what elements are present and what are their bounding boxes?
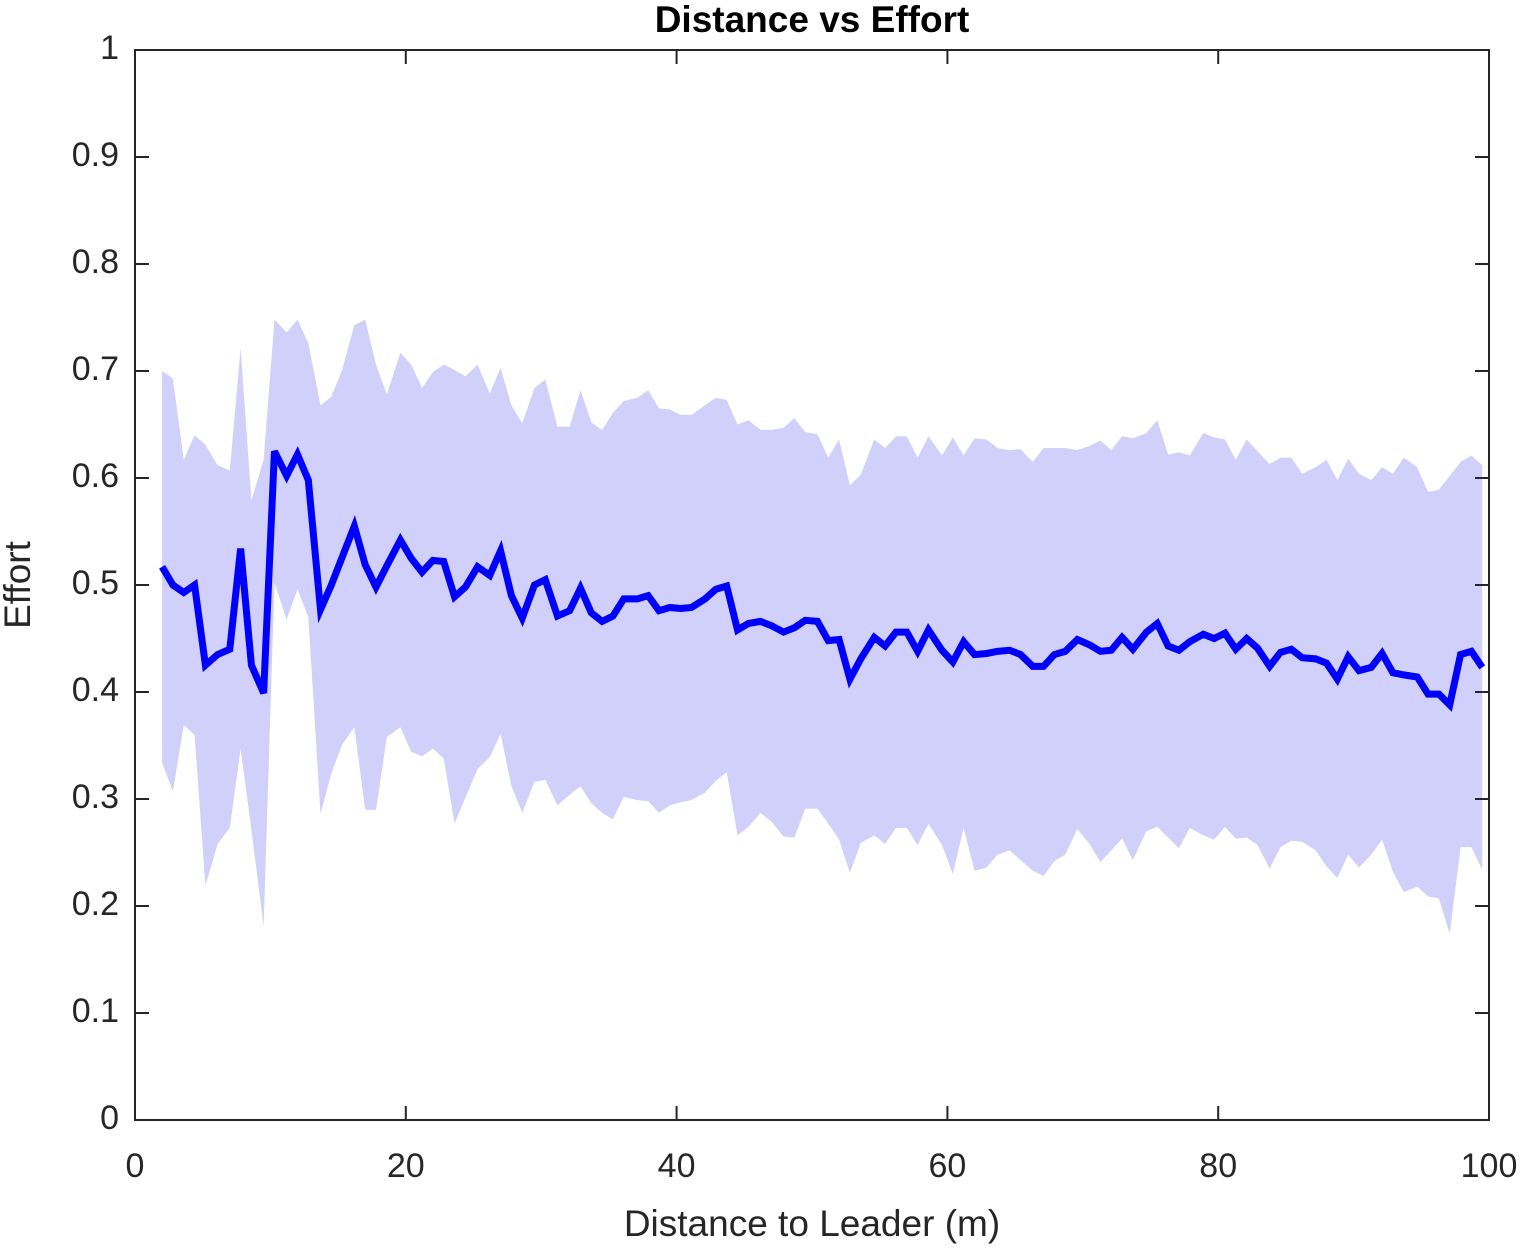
- y-tick-label: 1: [100, 29, 119, 67]
- y-tick-label: 0.9: [72, 136, 119, 174]
- y-tick-label: 0.1: [72, 992, 119, 1030]
- x-axis-label: Distance to Leader (m): [624, 1203, 1000, 1244]
- chart-title: Distance vs Effort: [655, 0, 970, 40]
- y-tick-label: 0.7: [72, 350, 119, 388]
- y-tick-label: 0.2: [72, 885, 119, 923]
- y-tick-label: 0.3: [72, 778, 119, 816]
- x-tick-label: 80: [1199, 1147, 1237, 1185]
- y-tick-label: 0.5: [72, 564, 119, 602]
- y-axis-label: Effort: [0, 540, 38, 628]
- y-tick-label: 0.6: [72, 457, 119, 495]
- x-tick-label: 100: [1461, 1147, 1518, 1185]
- y-tick-label: 0.8: [72, 243, 119, 281]
- x-tick-label: 20: [387, 1147, 425, 1185]
- y-tick-label: 0.4: [72, 671, 119, 709]
- x-tick-label: 0: [126, 1147, 145, 1185]
- x-tick-label: 40: [658, 1147, 696, 1185]
- mean-line: [159, 446, 1486, 712]
- x-tick-label: 60: [928, 1147, 966, 1185]
- y-tick-label: 0: [100, 1099, 119, 1137]
